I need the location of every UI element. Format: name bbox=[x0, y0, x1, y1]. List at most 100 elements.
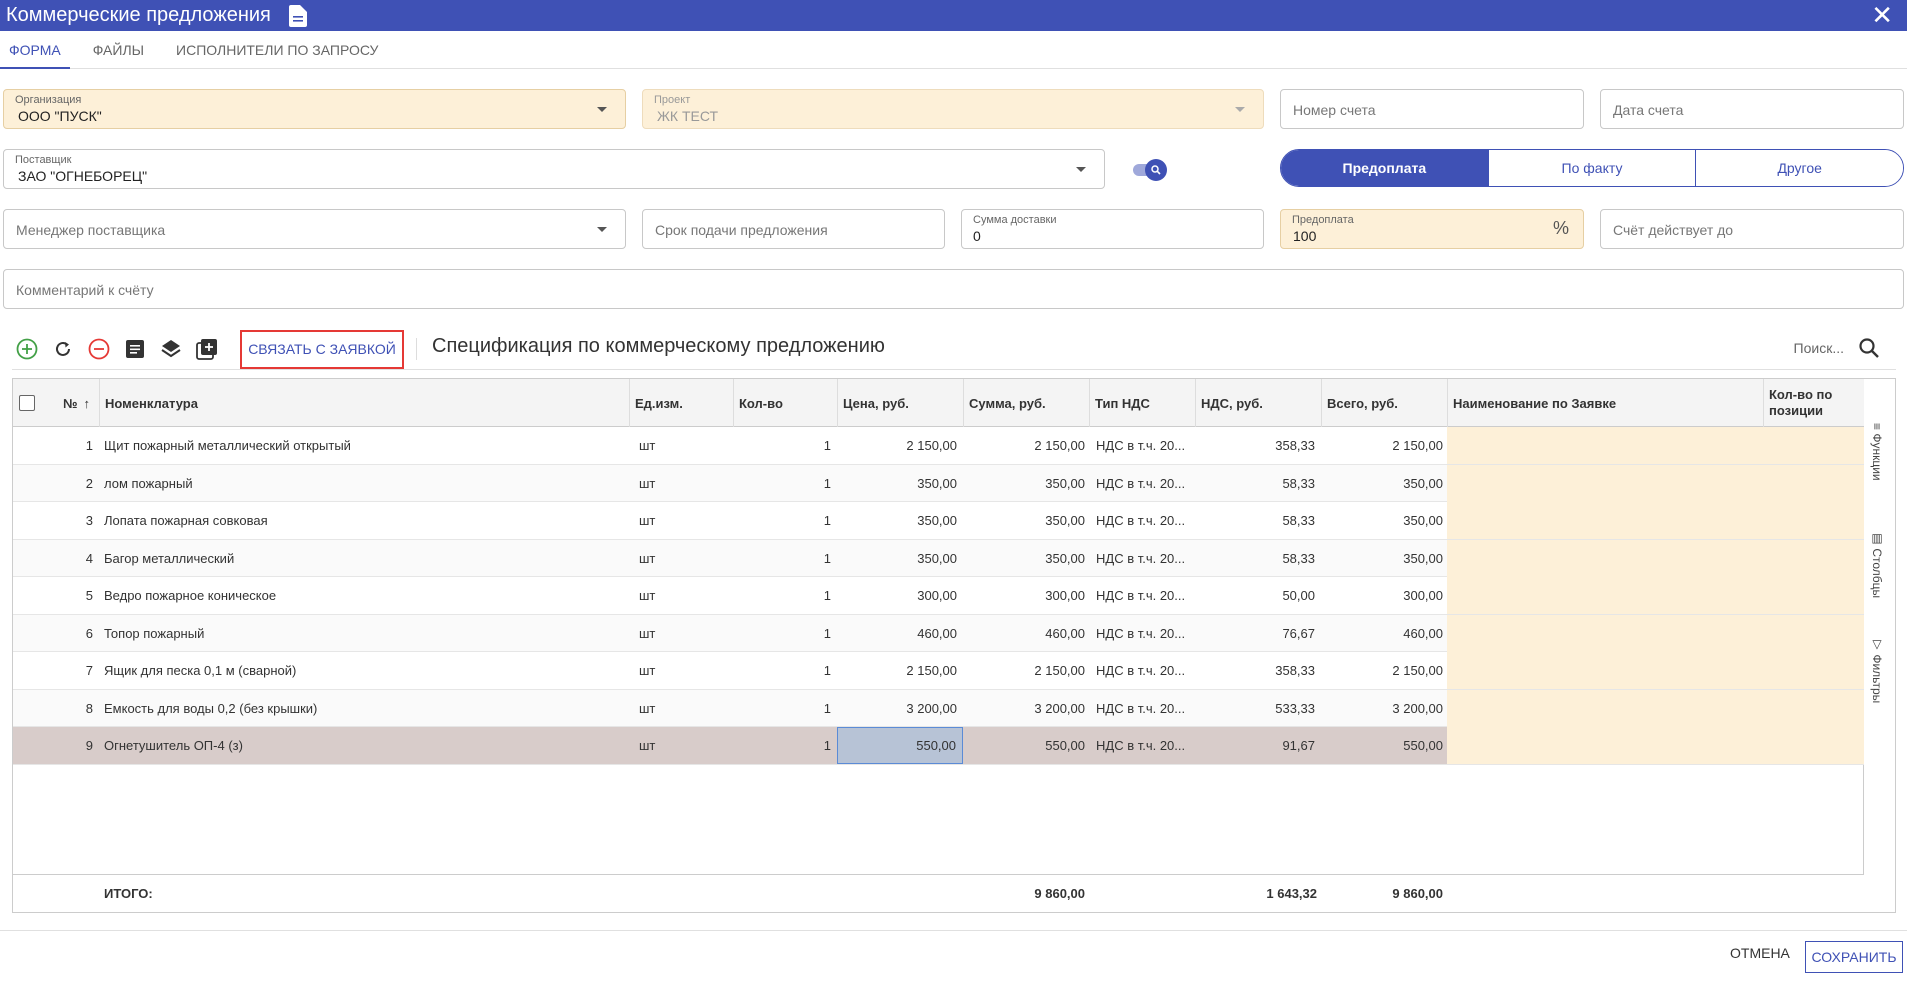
cancel-button[interactable]: ОТМЕНА bbox=[1730, 945, 1790, 961]
functions-tab[interactable]: ≡ Функции bbox=[1870, 423, 1884, 481]
cell-req-qty[interactable] bbox=[1763, 539, 1865, 577]
save-button[interactable]: СОХРАНИТЬ bbox=[1805, 941, 1903, 973]
cell-price[interactable]: 460,00 bbox=[917, 625, 957, 641]
cell-unit[interactable]: шт bbox=[639, 513, 656, 528]
cell-vat[interactable]: 58,33 bbox=[1282, 550, 1315, 566]
refresh-icon[interactable] bbox=[50, 336, 76, 362]
cell-num[interactable]: 3 bbox=[85, 513, 93, 528]
table-row[interactable]: 3 Лопата пожарная совковая шт 1 350,00 350,00… bbox=[13, 502, 1865, 540]
supplier-manager-select[interactable]: Менеджер поставщика bbox=[3, 209, 626, 249]
cell-sum[interactable]: 460,00 bbox=[1045, 625, 1085, 641]
cell-qty[interactable]: 1 bbox=[823, 738, 831, 753]
col-header-vat-type[interactable]: Тип НДС bbox=[1089, 379, 1195, 427]
cell-num[interactable]: 7 bbox=[85, 663, 93, 678]
organization-select[interactable]: Организация ООО "ПУСК" bbox=[3, 89, 626, 129]
cell-total[interactable]: 3 200,00 bbox=[1392, 700, 1443, 716]
cell-sum[interactable]: 350,00 bbox=[1045, 513, 1085, 528]
payment-other-button[interactable]: Другое bbox=[1695, 150, 1903, 186]
cell-unit[interactable]: шт bbox=[639, 438, 656, 453]
cell-vat[interactable]: 76,67 bbox=[1282, 625, 1315, 641]
tab-executors[interactable]: ИСПОЛНИТЕЛИ ПО ЗАПРОСУ bbox=[176, 42, 379, 58]
cell-req-name[interactable] bbox=[1447, 727, 1763, 764]
cell-qty[interactable]: 1 bbox=[823, 475, 831, 491]
cell-unit[interactable]: шт bbox=[639, 550, 656, 566]
link-request-button[interactable]: СВЯЗАТЬ С ЗАЯВКОЙ bbox=[240, 330, 404, 369]
valid-until-field[interactable]: Счёт действует до bbox=[1600, 209, 1904, 249]
supplier-search-toggle[interactable] bbox=[1131, 159, 1167, 181]
cell-vat[interactable]: 50,00 bbox=[1282, 588, 1315, 603]
details-icon[interactable] bbox=[122, 336, 148, 362]
cell-total[interactable]: 550,00 bbox=[1403, 738, 1443, 753]
col-header-vat[interactable]: НДС, руб. bbox=[1195, 379, 1321, 427]
cell-name[interactable]: Багор металлический bbox=[104, 550, 235, 566]
col-header-req-qty[interactable]: Кол-во по позиции bbox=[1763, 379, 1865, 427]
table-row[interactable]: 7 Ящик для песка 0,1 м (сварной) шт 1 2 150,… bbox=[13, 652, 1865, 690]
cell-unit[interactable]: шт bbox=[639, 700, 656, 716]
cell-qty[interactable]: 1 bbox=[823, 550, 831, 566]
cell-vat[interactable]: 533,33 bbox=[1275, 700, 1315, 716]
tab-files[interactable]: ФАЙЛЫ bbox=[92, 42, 145, 58]
invoice-date-field[interactable]: Дата счета bbox=[1600, 89, 1904, 129]
tab-form[interactable]: ФОРМА bbox=[0, 31, 70, 69]
table-row[interactable]: 6 Топор пожарный шт 1 460,00 460,00 НДС в т.ч.… bbox=[13, 614, 1865, 652]
cell-qty[interactable]: 1 bbox=[823, 625, 831, 641]
cell-qty[interactable]: 1 bbox=[823, 700, 831, 716]
col-header-req-name[interactable]: Наименование по Заявке bbox=[1447, 379, 1763, 427]
cell-price[interactable]: 350,00 bbox=[917, 475, 957, 491]
cell-qty[interactable]: 1 bbox=[823, 588, 831, 603]
cell-req-qty[interactable] bbox=[1763, 614, 1865, 652]
cell-price[interactable]: 350,00 bbox=[917, 513, 957, 528]
cell-unit[interactable]: шт bbox=[639, 663, 656, 678]
prepayment-field[interactable]: Предоплата 100 % bbox=[1280, 209, 1584, 249]
comment-field[interactable]: Комментарий к счёту bbox=[3, 269, 1904, 309]
document-icon[interactable] bbox=[288, 4, 307, 27]
cell-sum[interactable]: 2 150,00 bbox=[1034, 438, 1085, 453]
cell-vat-type[interactable]: НДС в т.ч. 20... bbox=[1096, 550, 1186, 566]
cell-req-qty[interactable] bbox=[1763, 652, 1865, 689]
select-all-checkbox[interactable] bbox=[19, 395, 35, 411]
cell-req-qty[interactable] bbox=[1763, 464, 1865, 502]
cell-vat[interactable]: 58,33 bbox=[1282, 475, 1315, 491]
cell-name[interactable]: Ящик для песка 0,1 м (сварной) bbox=[104, 663, 297, 678]
cell-unit[interactable]: шт bbox=[639, 475, 656, 491]
search-input[interactable]: Поиск... bbox=[1793, 340, 1844, 356]
cell-vat[interactable]: 358,33 bbox=[1275, 663, 1315, 678]
table-row[interactable]: 4 Багор металлический шт 1 350,00 350,00 НДС в… bbox=[13, 539, 1865, 577]
col-header-qty[interactable]: Кол-во bbox=[733, 379, 837, 427]
cell-num[interactable]: 2 bbox=[85, 475, 93, 491]
search-icon[interactable] bbox=[1858, 337, 1880, 359]
table-row[interactable]: 5 Ведро пожарное коническое шт 1 300,00 300,0… bbox=[13, 577, 1865, 615]
filters-tab[interactable]: ▽ Фильтры bbox=[1870, 637, 1884, 704]
sort-asc-icon[interactable]: ↑ bbox=[83, 395, 91, 411]
cell-sum[interactable]: 350,00 bbox=[1045, 475, 1085, 491]
cell-price[interactable]: 2 150,00 bbox=[906, 438, 957, 453]
cell-name[interactable]: Емкость для воды 0,2 (без крышки) bbox=[104, 700, 318, 716]
cell-num[interactable]: 9 bbox=[85, 738, 93, 753]
cell-vat-type[interactable]: НДС в т.ч. 20... bbox=[1096, 438, 1186, 453]
cell-price[interactable]: 300,00 bbox=[917, 588, 957, 603]
cell-total[interactable]: 350,00 bbox=[1403, 475, 1443, 491]
cell-vat-type[interactable]: НДС в т.ч. 20... bbox=[1096, 738, 1186, 753]
col-header-unit[interactable]: Ед.изм. bbox=[629, 379, 733, 427]
supplier-select[interactable]: Поставщик ЗАО "ОГНЕБОРЕЦ" bbox=[3, 149, 1105, 189]
cell-vat-type[interactable]: НДС в т.ч. 20... bbox=[1096, 663, 1186, 678]
cell-req-name[interactable] bbox=[1447, 502, 1763, 539]
cell-total[interactable]: 2 150,00 bbox=[1392, 438, 1443, 453]
cell-price[interactable]: 350,00 bbox=[917, 550, 957, 566]
cell-req-qty[interactable] bbox=[1763, 502, 1865, 539]
col-header-name[interactable]: Номенклатура bbox=[99, 379, 629, 427]
add-row-icon[interactable] bbox=[14, 336, 40, 362]
col-header-total[interactable]: Всего, руб. bbox=[1321, 379, 1447, 427]
cell-total[interactable]: 300,00 bbox=[1403, 588, 1443, 603]
chevron-down-icon[interactable] bbox=[1076, 167, 1086, 172]
cell-name[interactable]: Ведро пожарное коническое bbox=[104, 588, 277, 603]
table-row[interactable]: 9 Огнетушитель ОП-4 (з) шт 1 550,00 550,00 НДС… bbox=[13, 727, 1865, 765]
cell-num[interactable]: 8 bbox=[85, 700, 93, 716]
chevron-down-icon[interactable] bbox=[597, 227, 607, 232]
cell-qty[interactable]: 1 bbox=[823, 438, 831, 453]
cell-price[interactable]: 3 200,00 bbox=[906, 700, 957, 716]
close-icon[interactable]: ✕ bbox=[1871, 0, 1893, 30]
cell-sum[interactable]: 300,00 bbox=[1045, 588, 1085, 603]
col-header-num[interactable]: № ↑ bbox=[63, 395, 91, 411]
cell-req-name[interactable] bbox=[1447, 652, 1763, 689]
